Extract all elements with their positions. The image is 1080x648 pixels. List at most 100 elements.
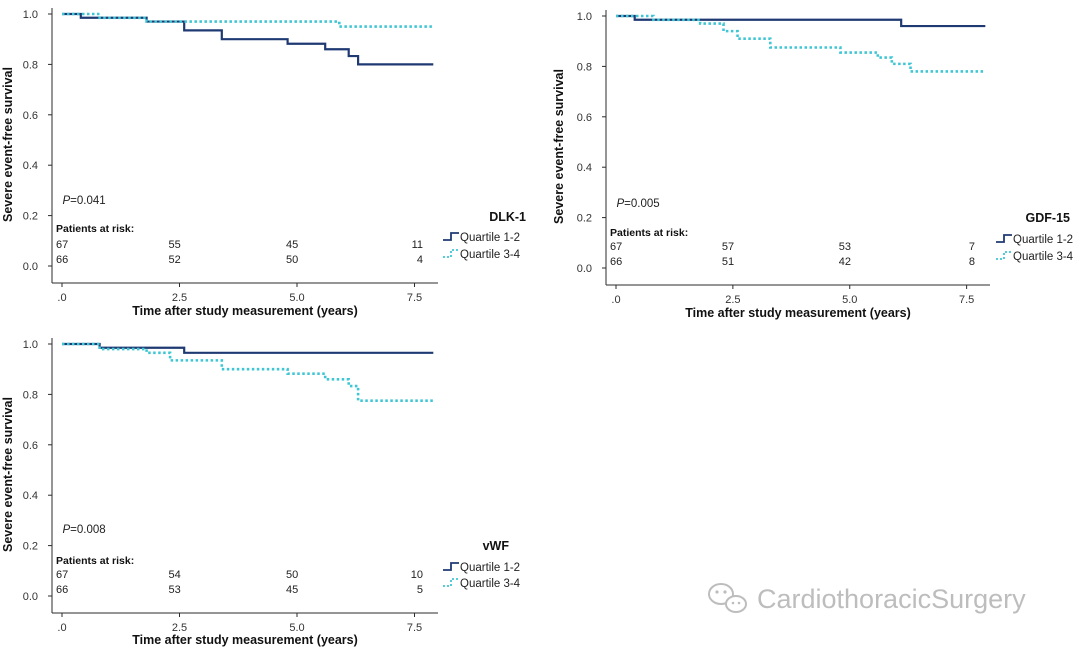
risk-count: 50: [286, 254, 298, 266]
y-axis-title: Severe event-free survival: [1, 397, 15, 552]
km-chart-1: 0.0 0.2 0.4 0.6 0.8 1.0 .0 2.5 5.0 7.5 Time after …: [552, 10, 1074, 320]
legend-swatch: [443, 249, 459, 258]
risk-count: 66: [56, 584, 68, 596]
legend-label: Quartile 3-4: [460, 578, 521, 590]
y-tick-label: 0.6: [23, 110, 38, 122]
risk-count: 7: [969, 241, 975, 253]
legend-swatch: [996, 251, 1012, 260]
x-tick-label: .0: [611, 294, 620, 306]
risk-count: 53: [169, 584, 181, 596]
risk-table-header: Patients at risk:: [56, 223, 134, 235]
x-tick-label: 2.5: [172, 292, 187, 304]
risk-count: 54: [169, 569, 181, 581]
x-tick-label: 7.5: [407, 622, 422, 634]
y-tick-label: 0.0: [23, 591, 38, 603]
y-tick-label: 0.8: [23, 59, 38, 71]
y-tick-label: 0.2: [577, 213, 592, 225]
x-tick-label: 7.5: [959, 294, 974, 306]
risk-count: 55: [169, 239, 181, 251]
risk-count: 4: [417, 254, 423, 266]
wechat-icon: [708, 583, 747, 613]
y-tick-label: 0.4: [23, 490, 38, 502]
survival-curve-quartile-1-2: [62, 12, 434, 66]
risk-table-header: Patients at risk:: [56, 555, 134, 567]
y-tick-label: 0.4: [23, 160, 38, 172]
risk-table-header: Patients at risk:: [610, 227, 688, 239]
risk-count: 11: [412, 239, 423, 251]
y-axis-title: Severe event-free survival: [1, 67, 15, 222]
legend-swatch: [443, 578, 459, 587]
y-tick-label: 0.0: [577, 263, 592, 275]
legend-swatch: [443, 232, 459, 241]
x-tick-label: 5.0: [842, 294, 857, 306]
x-axis-title: Time after study measurement (years): [685, 306, 911, 320]
risk-count: 66: [610, 256, 622, 268]
legend-label: Quartile 3-4: [1013, 251, 1074, 263]
risk-count: 67: [56, 569, 68, 581]
y-tick-label: 0.2: [23, 541, 38, 553]
risk-count: 66: [56, 254, 68, 266]
y-tick-label: 1.0: [23, 9, 38, 21]
risk-count: 8: [969, 256, 975, 268]
watermark-text: CardiothoracicSurgery: [757, 584, 1026, 614]
legend: vWF Quartile 1-2 Quartile 3-4: [443, 539, 521, 590]
y-tick-label: 0.6: [577, 112, 592, 124]
risk-count: 45: [286, 584, 298, 596]
risk-count: 52: [169, 254, 181, 266]
risk-count: 67: [56, 239, 68, 251]
p-value-symbol: P: [63, 524, 71, 536]
risk-count: 53: [839, 241, 851, 253]
y-tick-label: 0.2: [23, 211, 38, 223]
legend-title: DLK-1: [489, 210, 526, 224]
y-tick-label: 1.0: [577, 11, 592, 23]
p-value-number: =0.008: [70, 524, 106, 536]
legend-label: Quartile 1-2: [460, 562, 520, 574]
km-chart-0: 0.0 0.2 0.4 0.6 0.8 1.0 .0 2.5 5.0 7.5 Time after …: [1, 8, 526, 318]
risk-count: 57: [722, 241, 734, 253]
x-axis-title: Time after study measurement (years): [132, 633, 358, 647]
p-value-symbol: P: [63, 195, 71, 207]
survival-curve-quartile-3-4: [616, 14, 986, 73]
x-axis-title: Time after study measurement (years): [132, 304, 358, 318]
legend-label: Quartile 1-2: [1013, 234, 1073, 246]
survival-curve-quartile-3-4: [62, 342, 434, 402]
risk-count: 5: [417, 584, 423, 596]
risk-count: 45: [286, 239, 298, 251]
y-axis-title: Severe event-free survival: [552, 69, 566, 224]
y-tick-label: 0.8: [23, 389, 38, 401]
risk-count: 50: [286, 569, 298, 581]
legend: DLK-1 Quartile 1-2 Quartile 3-4: [443, 210, 526, 261]
legend-label: Quartile 1-2: [460, 232, 520, 244]
y-tick-label: 0.8: [577, 61, 592, 73]
legend-swatch: [996, 234, 1012, 243]
x-tick-label: 7.5: [407, 292, 422, 304]
km-chart-2: 0.0 0.2 0.4 0.6 0.8 1.0 .0 2.5 5.0 7.5 Time after …: [1, 338, 521, 647]
p-value-number: =0.041: [70, 195, 106, 207]
p-value-symbol: P: [617, 198, 625, 210]
risk-count: 10: [411, 569, 423, 581]
y-tick-label: 0.0: [23, 261, 38, 273]
x-tick-label: 5.0: [289, 292, 304, 304]
legend-title: GDF-15: [1026, 211, 1071, 225]
x-tick-label: 2.5: [725, 294, 740, 306]
legend-title: vWF: [483, 539, 510, 553]
x-tick-label: 5.0: [289, 622, 304, 634]
y-tick-label: 0.6: [23, 440, 38, 452]
legend-label: Quartile 3-4: [460, 249, 521, 261]
watermark: CardiothoracicSurgery: [708, 583, 1026, 614]
x-tick-label: .0: [57, 622, 66, 634]
y-tick-label: 0.4: [577, 162, 592, 174]
legend-swatch: [443, 562, 459, 571]
risk-count: 42: [839, 256, 851, 268]
legend: GDF-15 Quartile 1-2 Quartile 3-4: [996, 211, 1074, 263]
risk-count: 51: [722, 256, 734, 268]
x-tick-label: .0: [57, 292, 66, 304]
x-tick-label: 2.5: [172, 622, 187, 634]
p-value: P=0.041: [63, 195, 106, 207]
p-value: P=0.005: [617, 198, 660, 210]
p-value-number: =0.005: [624, 198, 660, 210]
survival-curve-quartile-3-4: [62, 12, 434, 28]
survival-curve-quartile-1-2: [616, 14, 986, 28]
y-tick-label: 1.0: [23, 339, 38, 351]
